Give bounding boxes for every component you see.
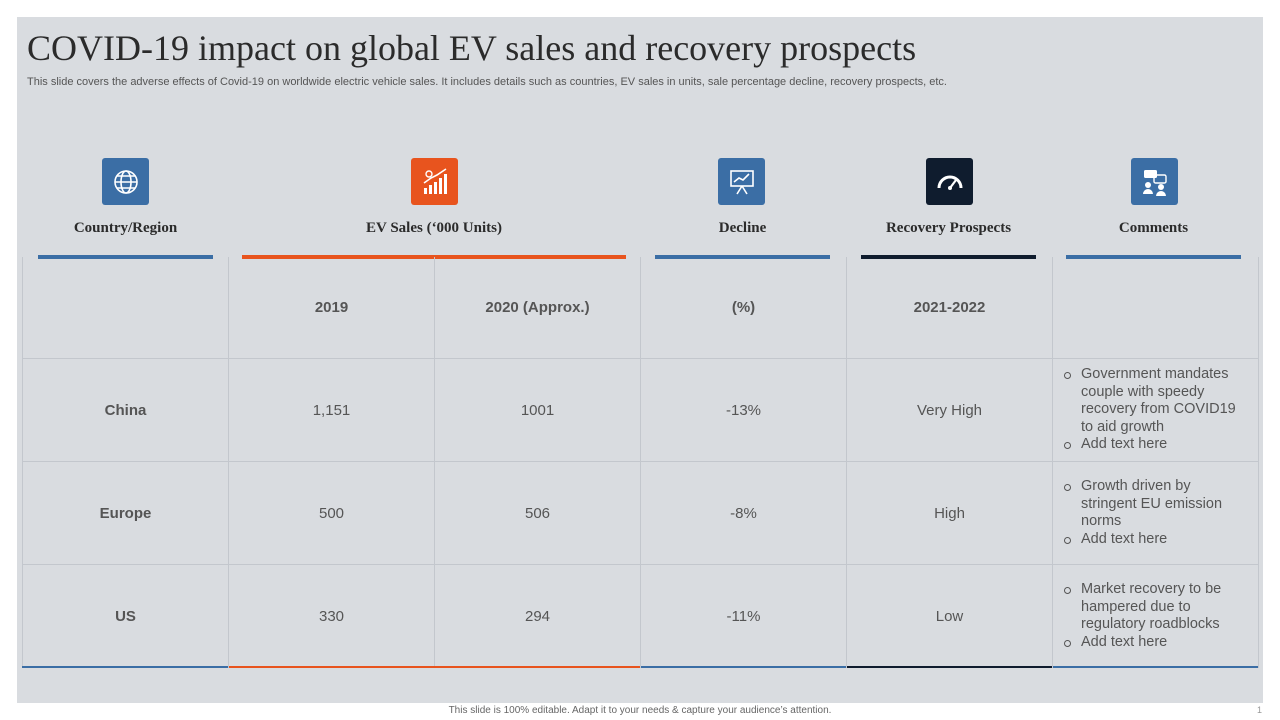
comments-cell: Growth driven by stringent EU emission n… [1052, 461, 1259, 565]
comments-cell: Government mandates couple with speedy r… [1052, 358, 1259, 462]
decline-cell: -13% [640, 358, 847, 462]
comment-bullet: Add text here [1063, 531, 1250, 549]
table-row: Europe 500 506 -8% High Growth driven by… [22, 461, 1259, 565]
sales-2019-cell: 1,151 [228, 358, 435, 462]
header-recovery-prospects: Recovery Prospects [885, 220, 1012, 236]
growth-chart-icon [411, 158, 458, 205]
country-cell: US [22, 564, 229, 668]
prospects-cell: Very High [846, 358, 1053, 462]
table-row: China 1,151 1001 -13% Very High Governme… [22, 358, 1259, 462]
country-cell: Europe [22, 461, 229, 565]
slide-subtitle: This slide covers the adverse effects of… [27, 76, 947, 88]
bottom-accent-line [229, 666, 640, 668]
subheader-row: 2019 2020 (Approx.) (%) 2021-2022 [22, 257, 1259, 359]
sales-2020-cell: 1001 [434, 358, 641, 462]
subheader-2019: 2019 [228, 257, 435, 359]
header-country-region: Country/Region [73, 220, 178, 236]
bottom-accent-line [847, 666, 1052, 668]
subheader-period: 2021-2022 [846, 257, 1053, 359]
bottom-accent-line [1053, 666, 1258, 668]
sales-2020-cell: 294 [434, 564, 641, 668]
speedometer-icon [926, 158, 973, 205]
table-row: US 330 294 -11% Low Market recovery to b… [22, 564, 1259, 668]
bottom-accent-line [641, 666, 846, 668]
table-cell [1052, 257, 1259, 359]
bottom-accent-line [22, 666, 228, 668]
globe-icon [102, 158, 149, 205]
sales-2019-cell: 330 [228, 564, 435, 668]
subheader-percent: (%) [640, 257, 847, 359]
subheader-2020: 2020 (Approx.) [434, 257, 641, 359]
page-number: 1 [1256, 705, 1262, 715]
header-comments: Comments [1118, 220, 1189, 236]
country-cell: China [22, 358, 229, 462]
presentation-board-icon [718, 158, 765, 205]
discussion-icon [1131, 158, 1178, 205]
prospects-cell: High [846, 461, 1053, 565]
comment-bullet: Add text here [1063, 436, 1250, 454]
sales-2019-cell: 500 [228, 461, 435, 565]
data-table: 2019 2020 (Approx.) (%) 2021-2022 China … [22, 257, 1259, 668]
comment-bullet: Add text here [1063, 634, 1250, 652]
footer-note: This slide is 100% editable. Adapt it to… [448, 705, 832, 716]
sales-2020-cell: 506 [434, 461, 641, 565]
decline-cell: -8% [640, 461, 847, 565]
comments-cell: Market recovery to be hampered due to re… [1052, 564, 1259, 668]
comment-bullet: Growth driven by stringent EU emission n… [1063, 478, 1250, 531]
table-cell [22, 257, 229, 359]
slide-title: COVID-19 impact on global EV sales and r… [27, 28, 917, 68]
comment-bullet: Government mandates couple with speedy r… [1063, 366, 1250, 436]
header-decline: Decline [718, 220, 767, 236]
comment-bullet: Market recovery to be hampered due to re… [1063, 581, 1250, 634]
decline-cell: -11% [640, 564, 847, 668]
prospects-cell: Low [846, 564, 1053, 668]
header-ev-sales: EV Sales (‘000 Units) [366, 220, 502, 236]
